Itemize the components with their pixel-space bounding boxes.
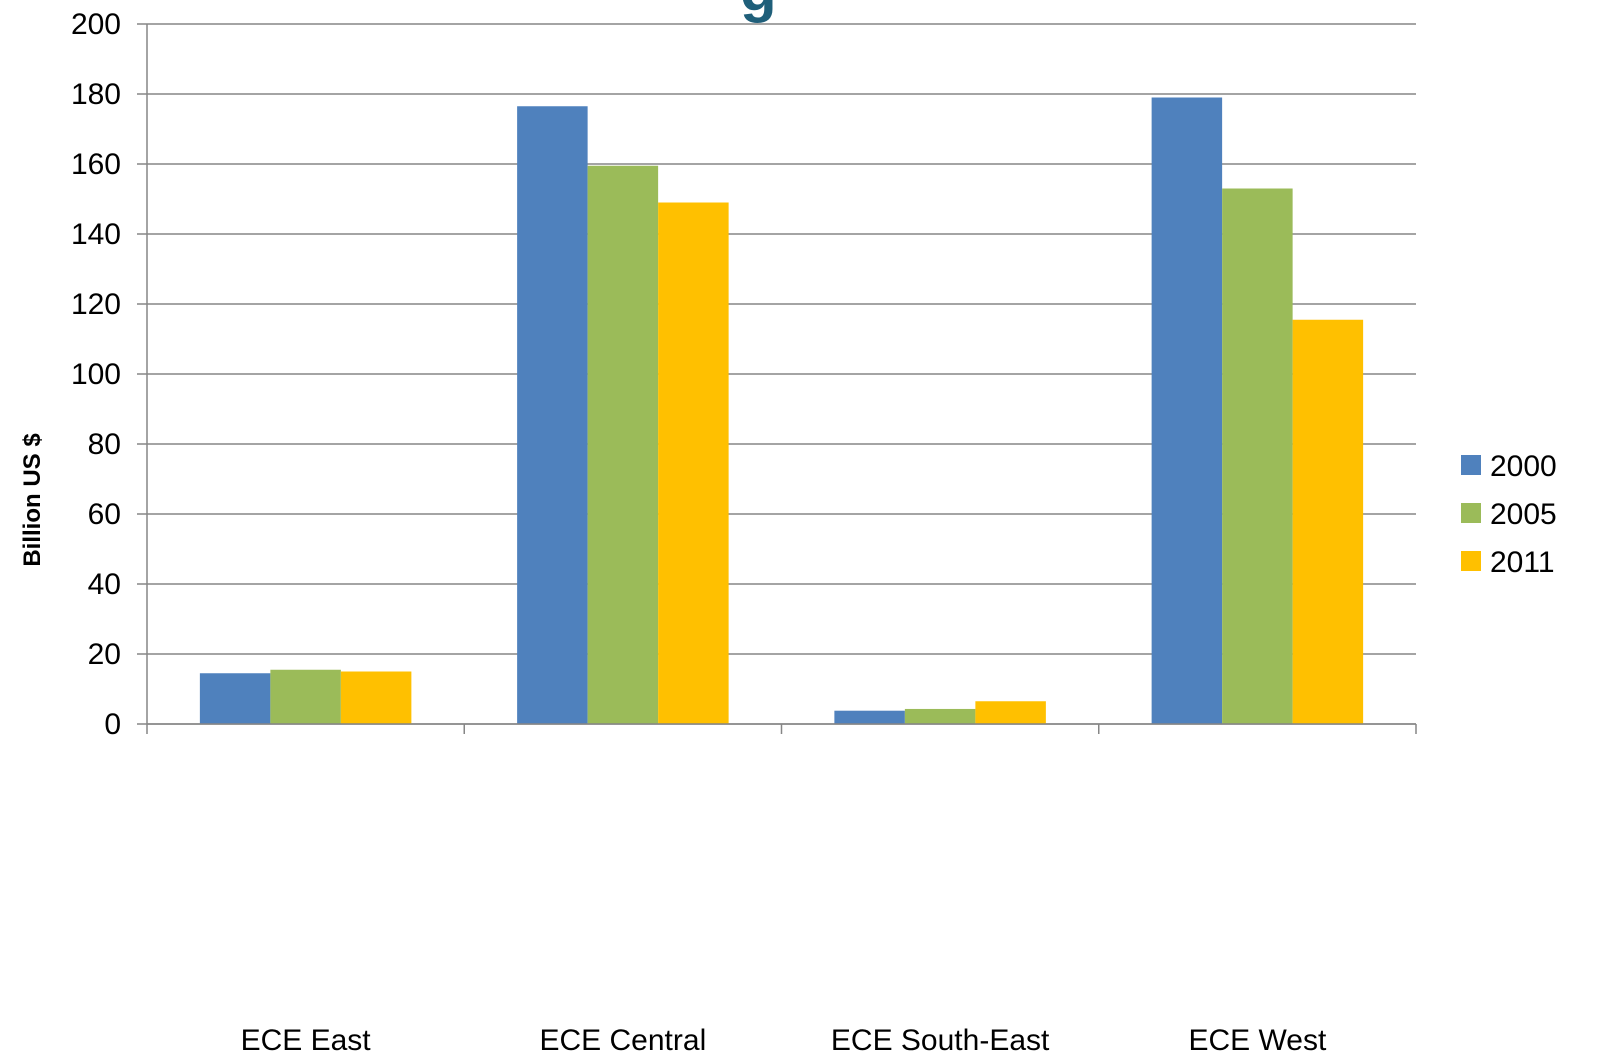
chart-title-fragment: g <box>740 0 777 23</box>
bar-2005-ece-south-east <box>904 708 976 724</box>
legend-swatch-2011 <box>1461 551 1481 571</box>
y-tick-label: 80 <box>88 428 121 461</box>
legend-label: 2005 <box>1490 498 1557 531</box>
y-tick-label: 60 <box>88 498 121 531</box>
legend-label: 2011 <box>1490 546 1555 579</box>
x-category-label: ECE East <box>241 1024 372 1057</box>
x-category-label: ECE South-East <box>831 1024 1050 1057</box>
x-category-labels: ECE East ECE Central ECE South-East ECE Wes… <box>241 1024 1327 1057</box>
y-tick-label: 180 <box>71 78 121 111</box>
y-tick-label: 100 <box>71 358 121 391</box>
y-tick-label: 20 <box>88 638 121 671</box>
bar-2000-ece-south-east <box>834 710 905 724</box>
y-axis-title: Billion US $ <box>19 433 46 567</box>
bar-2005-ece-west <box>1222 188 1293 724</box>
y-tick-label: 0 <box>104 708 121 741</box>
bar-2011-ece-west <box>1292 319 1364 724</box>
y-tick-label: 140 <box>71 218 121 251</box>
legend-label: 2000 <box>1490 450 1557 483</box>
bar-2011-ece-south-east <box>975 701 1046 724</box>
legend-swatch-2005 <box>1461 503 1481 523</box>
legend-swatch-2000 <box>1461 455 1481 475</box>
y-tick-label: 40 <box>88 568 121 601</box>
legend: 2000 2005 2011 <box>1461 450 1557 579</box>
bar-2011-ece-east <box>340 671 412 724</box>
x-category-label: ECE West <box>1188 1024 1326 1057</box>
bar-2000-ece-central <box>517 106 588 724</box>
x-category-label: ECE Central <box>540 1024 707 1057</box>
bar-2005-ece-east <box>270 669 341 724</box>
y-tick-labels: 0 20 40 60 80 100 120 140 160 180 200 <box>71 8 121 741</box>
y-tick-label: 120 <box>71 288 121 321</box>
bar-2011-ece-central <box>658 202 729 724</box>
y-tick-label: 200 <box>71 8 121 41</box>
bars <box>199 97 1364 724</box>
axes <box>146 24 1417 734</box>
bar-2000-ece-west <box>1151 97 1223 724</box>
bar-2005-ece-central <box>587 165 659 724</box>
y-tick-label: 160 <box>71 148 121 181</box>
bar-2000-ece-east <box>199 673 271 724</box>
